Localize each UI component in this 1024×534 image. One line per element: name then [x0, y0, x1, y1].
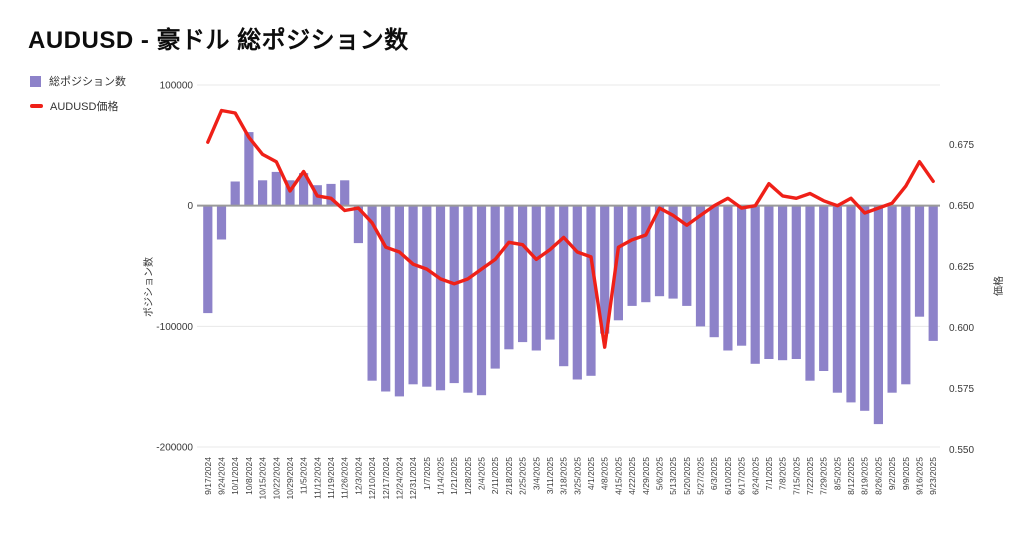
svg-text:8/26/2025: 8/26/2025 — [873, 457, 883, 495]
svg-text:12/3/2024: 12/3/2024 — [353, 457, 363, 495]
svg-text:2/11/2025: 2/11/2025 — [490, 457, 500, 494]
chart-legend: 総ポジション数 AUDUSD価格 — [30, 73, 126, 123]
svg-text:1/14/2025: 1/14/2025 — [436, 457, 446, 495]
svg-text:-100000: -100000 — [156, 322, 193, 333]
legend-item-positions[interactable]: 総ポジション数 — [30, 73, 126, 89]
axis-titles: ポジション数 価格 — [142, 257, 1005, 317]
svg-text:4/8/2025: 4/8/2025 — [600, 457, 610, 490]
svg-text:0.550: 0.550 — [949, 445, 974, 456]
svg-text:0.675: 0.675 — [949, 140, 974, 151]
svg-text:3/4/2025: 3/4/2025 — [531, 457, 541, 490]
svg-text:7/15/2025: 7/15/2025 — [791, 457, 801, 495]
positions-bars — [203, 132, 938, 425]
svg-text:2/4/2025: 2/4/2025 — [477, 457, 487, 490]
right-axis-tick-labels: 0.675 0.650 0.625 0.600 0.575 0.550 — [949, 140, 974, 456]
svg-text:1/7/2025: 1/7/2025 — [422, 457, 432, 490]
svg-text:3/11/2025: 3/11/2025 — [545, 457, 555, 494]
svg-text:1/28/2025: 1/28/2025 — [463, 457, 473, 495]
svg-text:11/12/2024: 11/12/2024 — [312, 457, 322, 499]
svg-text:8/19/2025: 8/19/2025 — [860, 457, 870, 495]
gridlines — [197, 84, 940, 448]
svg-text:0.650: 0.650 — [949, 201, 974, 212]
svg-text:10/22/2024: 10/22/2024 — [271, 457, 281, 500]
svg-text:5/6/2025: 5/6/2025 — [655, 457, 665, 490]
svg-text:3/25/2025: 3/25/2025 — [572, 457, 582, 495]
svg-text:0.625: 0.625 — [949, 262, 974, 273]
svg-text:1/21/2025: 1/21/2025 — [449, 457, 459, 495]
svg-text:12/10/2024: 12/10/2024 — [367, 457, 377, 500]
svg-text:8/5/2025: 8/5/2025 — [832, 457, 842, 490]
left-axis-tick-labels: 100000 0 -100000 -200000 — [156, 81, 193, 454]
svg-text:12/24/2024: 12/24/2024 — [394, 457, 404, 500]
chart-title: AUDUSD - 豪ドル 総ポジション数 — [28, 27, 409, 54]
svg-text:100000: 100000 — [160, 81, 194, 92]
price-line — [206, 108, 935, 349]
svg-text:9/9/2025: 9/9/2025 — [901, 457, 911, 490]
svg-text:4/22/2025: 4/22/2025 — [627, 457, 637, 495]
svg-text:7/29/2025: 7/29/2025 — [819, 457, 829, 495]
svg-text:9/17/2024: 9/17/2024 — [203, 457, 213, 495]
svg-text:10/29/2024: 10/29/2024 — [285, 457, 295, 500]
svg-text:0.600: 0.600 — [949, 323, 974, 334]
svg-text:8/12/2025: 8/12/2025 — [846, 457, 856, 495]
legend-item-price[interactable]: AUDUSD価格 — [30, 98, 126, 114]
svg-text:7/1/2025: 7/1/2025 — [764, 457, 774, 490]
svg-text:5/20/2025: 5/20/2025 — [682, 457, 692, 495]
svg-text:0.575: 0.575 — [949, 384, 974, 395]
svg-text:10/8/2024: 10/8/2024 — [244, 457, 254, 495]
svg-text:12/31/2024: 12/31/2024 — [408, 457, 418, 500]
svg-text:2/25/2025: 2/25/2025 — [518, 457, 528, 495]
svg-text:11/5/2024: 11/5/2024 — [299, 457, 309, 494]
legend-item-label: AUDUSD価格 — [50, 101, 119, 113]
svg-text:11/19/2024: 11/19/2024 — [326, 457, 336, 499]
svg-text:9/2/2025: 9/2/2025 — [887, 457, 897, 490]
svg-text:10/15/2024: 10/15/2024 — [258, 457, 268, 500]
svg-text:2/18/2025: 2/18/2025 — [504, 457, 514, 495]
svg-text:6/3/2025: 6/3/2025 — [709, 457, 719, 490]
svg-text:0: 0 — [187, 201, 193, 212]
svg-text:4/15/2025: 4/15/2025 — [613, 457, 623, 495]
svg-text:-200000: -200000 — [156, 443, 193, 454]
svg-text:価格: 価格 — [992, 276, 1005, 296]
dash-icon — [30, 104, 43, 108]
svg-text:10/1/2024: 10/1/2024 — [230, 457, 240, 495]
svg-text:6/10/2025: 6/10/2025 — [723, 457, 733, 495]
svg-text:9/23/2025: 9/23/2025 — [928, 457, 938, 495]
svg-text:6/24/2025: 6/24/2025 — [750, 457, 760, 495]
legend-item-label: 総ポジション数 — [49, 76, 126, 88]
svg-text:12/17/2024: 12/17/2024 — [381, 457, 391, 500]
svg-text:7/22/2025: 7/22/2025 — [805, 457, 815, 495]
svg-text:4/1/2025: 4/1/2025 — [586, 457, 596, 490]
svg-text:5/13/2025: 5/13/2025 — [668, 457, 678, 495]
svg-text:11/26/2024: 11/26/2024 — [340, 457, 350, 499]
svg-text:4/29/2025: 4/29/2025 — [641, 457, 651, 495]
svg-text:9/24/2024: 9/24/2024 — [217, 457, 227, 495]
svg-text:6/17/2025: 6/17/2025 — [737, 457, 747, 495]
svg-text:9/16/2025: 9/16/2025 — [915, 457, 925, 495]
x-axis-date-labels: 9/17/2024 9/24/2024 10/1/2024 10/8/2024 10/1… — [203, 457, 938, 500]
svg-text:3/18/2025: 3/18/2025 — [559, 457, 569, 495]
svg-text:5/27/2025: 5/27/2025 — [696, 457, 706, 495]
svg-text:7/8/2025: 7/8/2025 — [778, 457, 788, 490]
svg-text:ポジション数: ポジション数 — [142, 257, 155, 317]
square-icon — [30, 75, 41, 87]
